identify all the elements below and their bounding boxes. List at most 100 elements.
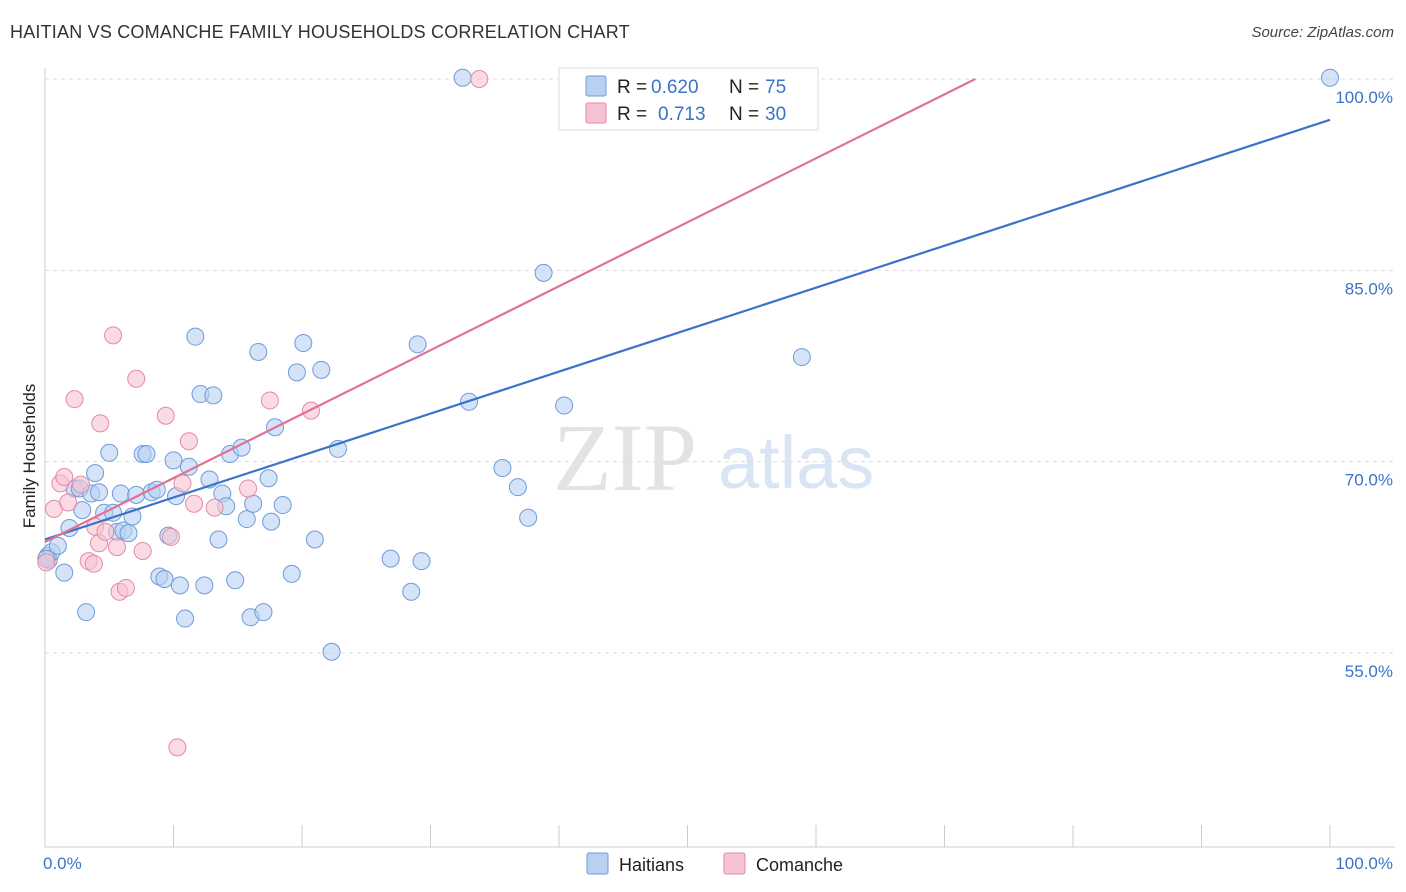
point-haitians-51	[262, 512, 281, 531]
legend-swatch-comanche	[585, 102, 607, 124]
point-haitians-29	[164, 451, 183, 470]
point-haitians-68	[508, 478, 527, 497]
point-haitians-55	[287, 363, 306, 382]
point-comanche-8	[84, 554, 103, 573]
point-haitians-63	[408, 335, 427, 354]
point-haitians-58	[312, 360, 331, 379]
point-haitians-14	[100, 443, 119, 462]
point-comanche-3	[55, 467, 74, 486]
legend-r-label-comanche: R =	[617, 104, 647, 125]
point-haitians-53	[273, 496, 292, 515]
legend-r-value-haitians: 0.620	[651, 77, 699, 98]
y-tick-label-70: 70.0%	[1345, 471, 1393, 490]
point-haitians-57	[305, 530, 324, 549]
point-haitians-69	[519, 508, 538, 527]
legend-n-value-comanche: 30	[765, 104, 786, 125]
bottom-legend-swatch-haitians	[586, 852, 609, 875]
point-comanche-20	[161, 527, 180, 546]
source-label: Source: ZipAtlas.com	[1251, 24, 1394, 41]
y-tick-label-85: 85.0%	[1345, 279, 1393, 298]
point-comanche-16	[116, 578, 135, 597]
point-haitians-65	[453, 68, 472, 87]
point-haitians-39	[209, 530, 228, 549]
bottom-legend-swatch-comanche	[723, 852, 746, 875]
point-haitians-45	[237, 510, 256, 529]
point-haitians-8	[73, 501, 92, 520]
point-comanche-14	[107, 538, 126, 557]
point-comanche-11	[91, 414, 110, 433]
point-comanche-17	[127, 369, 146, 388]
x-tick-label-max: 100.0%	[1335, 854, 1393, 873]
legend-r-value-comanche: 0.713	[658, 104, 706, 125]
point-comanche-5	[65, 390, 84, 409]
watermark-zip: ZIP	[553, 404, 697, 511]
point-comanche-25	[205, 498, 224, 517]
point-haitians-36	[195, 576, 214, 595]
chart-title: HAITIAN VS COMANCHE FAMILY HOUSEHOLDS CO…	[10, 22, 630, 42]
point-comanche-18	[133, 541, 152, 560]
point-haitians-12	[89, 483, 108, 502]
point-comanche-0	[37, 553, 56, 572]
point-haitians-48	[249, 342, 268, 361]
bottom-legend-label-haitians: Haitians	[619, 855, 684, 875]
trend-line-haitians	[44, 118, 1331, 541]
point-haitians-23	[137, 445, 156, 464]
point-haitians-56	[294, 334, 313, 353]
point-haitians-4	[55, 563, 74, 582]
point-haitians-11	[86, 464, 105, 483]
point-comanche-26	[239, 479, 258, 498]
point-haitians-31	[170, 576, 189, 595]
trend-line-comanche	[44, 78, 976, 544]
point-haitians-19	[119, 524, 138, 543]
point-haitians-27	[155, 570, 174, 589]
point-haitians-17	[111, 484, 130, 503]
point-haitians-61	[381, 549, 400, 568]
point-haitians-43	[226, 571, 245, 590]
point-haitians-59	[322, 642, 341, 661]
legend-n-label-comanche: N =	[729, 104, 759, 125]
point-comanche-29	[470, 70, 489, 88]
point-haitians-54	[282, 564, 301, 583]
tick-labels: 55.0% 70.0% 85.0% 100.0% 0.0% 100.0%	[43, 88, 1393, 873]
point-comanche-22	[173, 474, 192, 493]
point-haitians-64	[412, 552, 431, 571]
point-haitians-70	[534, 263, 553, 282]
point-comanche-13	[104, 326, 123, 345]
point-comanche-19	[156, 406, 175, 425]
point-haitians-38	[204, 386, 223, 405]
point-haitians-9	[77, 603, 96, 622]
point-comanche-6	[71, 475, 90, 494]
y-tick-label-55: 55.0%	[1345, 662, 1393, 681]
point-haitians-3	[48, 536, 67, 555]
y-tick-label-100: 100.0%	[1335, 88, 1393, 107]
point-haitians-49	[254, 603, 273, 622]
bottom-legend-label-comanche: Comanche	[756, 855, 843, 875]
x-tick-label-min: 0.0%	[43, 854, 82, 873]
point-comanche-4	[59, 493, 78, 512]
point-haitians-67	[493, 459, 512, 478]
point-haitians-50	[259, 469, 278, 488]
point-comanche-23	[179, 432, 198, 451]
point-haitians-47	[244, 494, 263, 513]
point-haitians-71	[555, 396, 574, 415]
point-haitians-32	[176, 609, 195, 628]
legend-n-value-haitians: 75	[765, 77, 786, 98]
y-axis-label: Family Households	[20, 384, 39, 529]
legend-r-label-haitians: R =	[617, 77, 647, 98]
bottom-legend: Haitians Comanche	[586, 852, 843, 875]
legend: R = 0.620 N = 75 R = 0.713 N = 30	[558, 67, 819, 131]
point-haitians-73	[1321, 68, 1339, 87]
legend-n-label-haitians: N =	[729, 77, 759, 98]
point-haitians-34	[186, 327, 205, 346]
legend-swatch-haitians	[585, 75, 607, 97]
trend-lines	[44, 78, 1331, 544]
point-haitians-62	[402, 582, 421, 601]
point-haitians-72	[792, 348, 811, 367]
point-comanche-12	[96, 522, 115, 541]
point-comanche-27	[260, 391, 279, 410]
point-comanche-21	[168, 738, 187, 757]
axes	[44, 68, 1395, 848]
point-comanche-24	[185, 494, 204, 513]
watermark-atlas: atlas	[718, 421, 874, 504]
